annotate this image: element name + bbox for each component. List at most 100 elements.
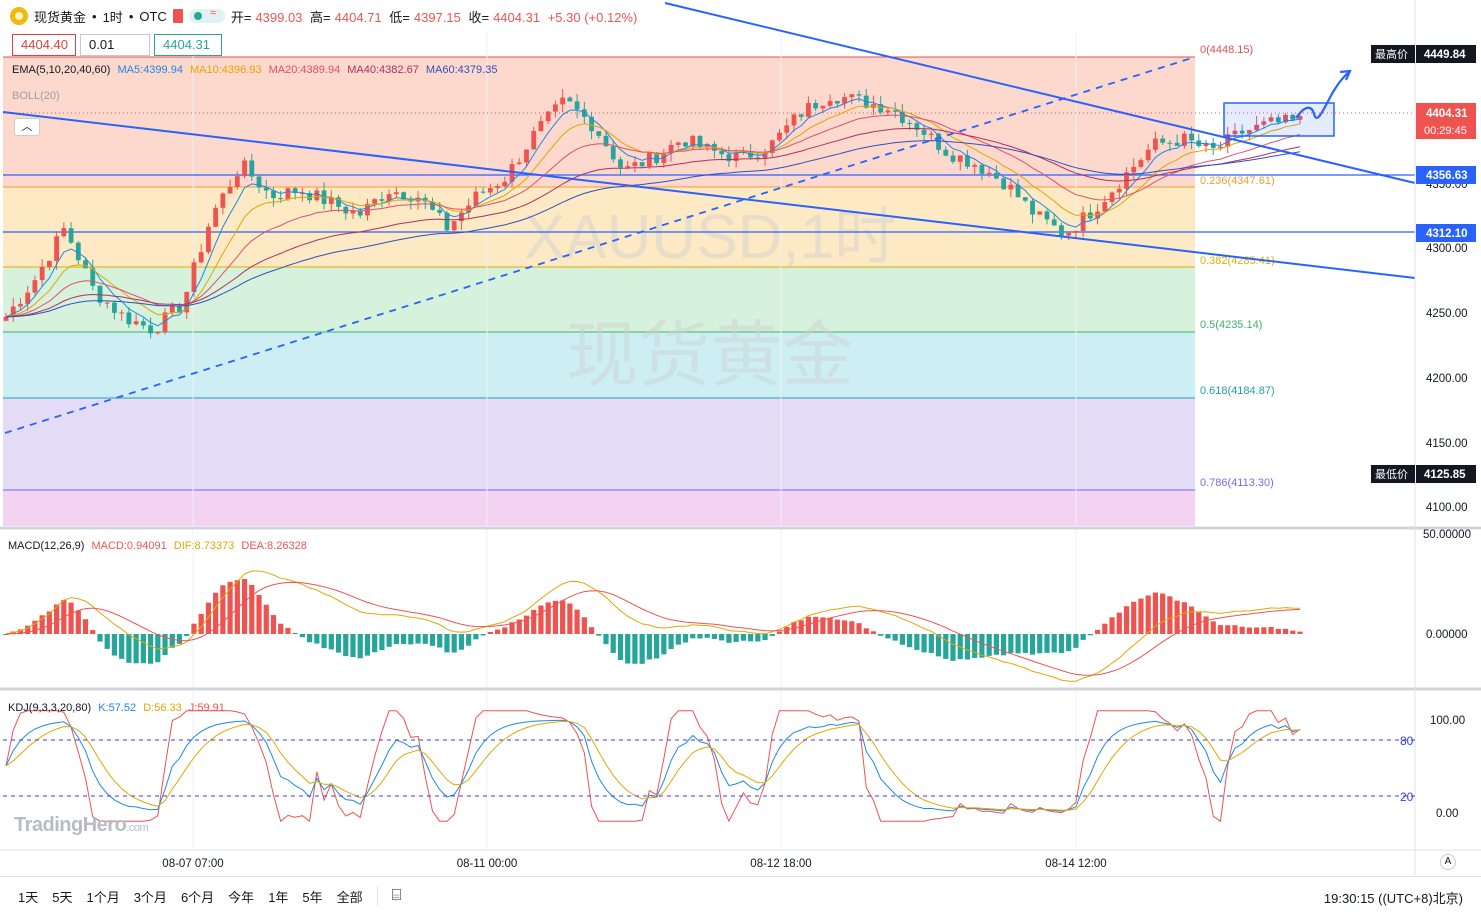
- candle-body: [278, 198, 284, 200]
- candle-body: [834, 100, 840, 104]
- time-tick: 08-14 12:00: [1045, 858, 1106, 870]
- candle-body: [162, 312, 168, 333]
- bid-price-box[interactable]: 4404.40: [12, 34, 76, 56]
- trendline-upper-descending[interactable]: [664, 2, 1416, 184]
- lowest-badge-label-bg: [1371, 465, 1415, 483]
- macd-bar: [400, 634, 407, 644]
- timeframe-5d[interactable]: 5天: [52, 889, 73, 905]
- macd-bar: [1290, 630, 1296, 634]
- forecast-arrow[interactable]: [1295, 70, 1351, 119]
- macd-bar: [892, 634, 898, 641]
- candle-body: [553, 104, 558, 112]
- macd-bar: [661, 634, 667, 655]
- date-range-icon[interactable]: ⌸: [391, 887, 402, 904]
- macd-bar: [205, 602, 212, 634]
- boll-legend[interactable]: BOLL(20): [12, 90, 64, 102]
- symbol-name[interactable]: 现货黄金: [34, 9, 87, 25]
- macd-bar: [531, 609, 537, 634]
- timeframe-5y[interactable]: 5年: [302, 889, 323, 905]
- status-dot-icon[interactable]: ≈: [188, 7, 225, 23]
- candle-body: [820, 105, 826, 109]
- candle-body: [328, 197, 334, 205]
- macd-bar: [25, 625, 31, 634]
- timeframe-all[interactable]: 全部: [336, 889, 363, 905]
- candle-body: [191, 262, 197, 292]
- clock-timezone[interactable]: 19:30:15 ((UTC+8)北京): [1323, 891, 1463, 906]
- kdj-axis-top: 100.00: [1430, 715, 1465, 727]
- macd-bar: [1181, 602, 1187, 634]
- candle-body: [365, 203, 370, 216]
- macd-bar: [263, 604, 269, 634]
- timeframe-1m[interactable]: 1个月: [86, 889, 120, 905]
- macd-bar: [408, 634, 414, 645]
- collapse-legend-button[interactable]: ︿: [14, 118, 40, 136]
- candle-body: [1022, 197, 1028, 201]
- trendline-lower-descending[interactable]: [2, 111, 1416, 279]
- macd-bar: [1145, 595, 1151, 634]
- boll-label: BOLL(20): [12, 90, 60, 102]
- macd-bar: [639, 634, 645, 664]
- macd-bar: [827, 617, 833, 634]
- ma10-value: MA10:4396.93: [190, 64, 262, 76]
- high-label: 高=: [310, 9, 331, 25]
- kdj-pane[interactable]: [5, 710, 1301, 823]
- macd-bar: [581, 617, 587, 634]
- macd-bar: [841, 620, 848, 634]
- ema-legend[interactable]: EMA(5,10,20,40,60) MA5:4399.94 MA10:4396…: [12, 64, 501, 76]
- candle-body: [133, 321, 139, 325]
- timeframe-1d[interactable]: 1天: [18, 889, 39, 905]
- kdj-legend[interactable]: KDJ(9,3,3,20,80) K:57.52 D:56.33 J:59.91: [8, 702, 229, 714]
- macd-bar: [538, 605, 544, 634]
- macd-bar: [603, 634, 609, 645]
- timeframe-1y[interactable]: 1年: [268, 889, 289, 905]
- macd-bar: [552, 600, 559, 634]
- candle-body: [856, 94, 862, 96]
- red-flag-icon[interactable]: [172, 9, 183, 23]
- candle-body: [907, 122, 913, 124]
- macd-bar: [350, 634, 356, 658]
- macd-bar: [545, 602, 551, 634]
- macd-bar: [943, 634, 949, 659]
- macd-bar: [596, 634, 602, 636]
- interval-label[interactable]: 1时: [102, 9, 123, 25]
- consolidation-box[interactable]: [1223, 102, 1335, 137]
- candle-body: [1181, 133, 1187, 146]
- fib-label-1: 0.236(4347.61): [1200, 175, 1275, 187]
- candle-body: [726, 154, 732, 162]
- macd-bar: [516, 619, 522, 634]
- macd-bar: [747, 634, 754, 642]
- macd-bar: [1001, 634, 1007, 656]
- macd-label: MACD(12,26,9): [8, 540, 85, 552]
- candle-body: [242, 160, 247, 177]
- price-tick: 4250.00: [1426, 308, 1468, 320]
- auto-scale-button[interactable]: A: [1440, 854, 1456, 870]
- candle-body: [668, 144, 674, 154]
- candle-body: [1254, 124, 1260, 131]
- candle-body: [697, 135, 703, 148]
- macd-bar: [1160, 593, 1166, 634]
- candle-body: [791, 114, 797, 126]
- macd-bar: [46, 611, 52, 634]
- macd-bar: [429, 634, 436, 646]
- macd-legend[interactable]: MACD(12,26,9) MACD:0.94091 DIF:8.73373 D…: [8, 540, 311, 552]
- macd-bar: [307, 634, 313, 643]
- macd-pane[interactable]: [3, 570, 1303, 682]
- brand-suffix: .com: [126, 822, 149, 834]
- macd-bar: [711, 634, 718, 639]
- macd-bar: [32, 620, 38, 634]
- macd-bar: [1008, 634, 1014, 654]
- macd-bar: [415, 634, 421, 644]
- timeframe-6m[interactable]: 6个月: [180, 889, 215, 905]
- macd-bar: [899, 634, 906, 645]
- timeframe-ytd[interactable]: 今年: [228, 889, 255, 905]
- exchange-label: OTC: [139, 8, 167, 24]
- candle-body: [234, 176, 240, 187]
- candle-body: [560, 97, 566, 105]
- ask-price-box[interactable]: 4404.31: [154, 34, 222, 56]
- candle-body: [878, 104, 884, 113]
- candle-body: [263, 187, 269, 191]
- candle-body: [495, 186, 500, 189]
- timeframe-3m[interactable]: 3个月: [133, 889, 167, 905]
- candle-body: [169, 305, 175, 313]
